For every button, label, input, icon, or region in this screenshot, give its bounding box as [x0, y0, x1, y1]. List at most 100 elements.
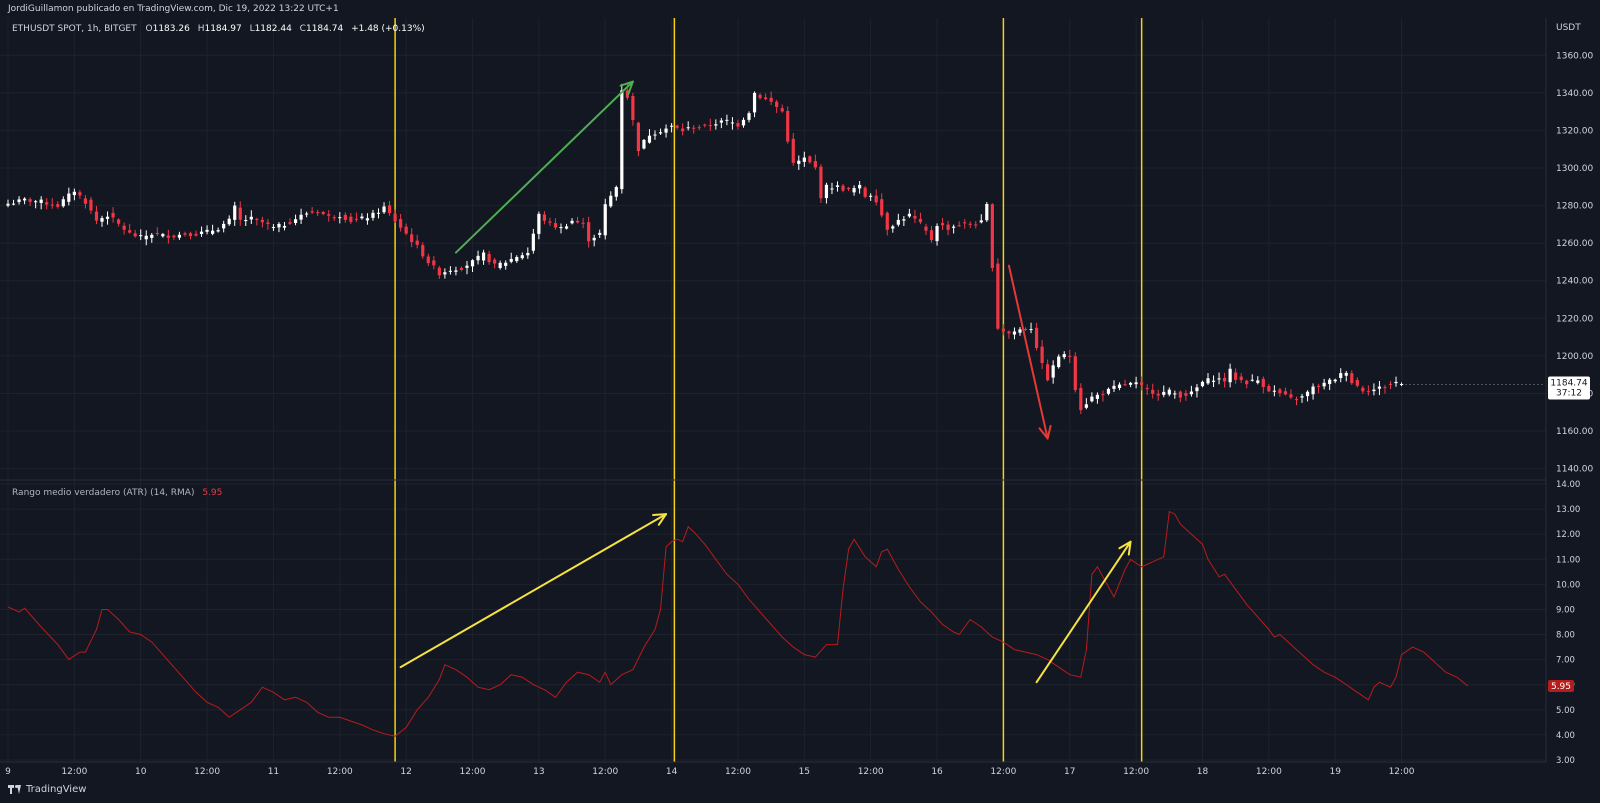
candle-body — [570, 220, 574, 224]
candle-body — [11, 203, 16, 205]
candle-body — [1261, 378, 1265, 388]
price-tick-label: 1220.00 — [1556, 314, 1593, 324]
tradingview-logo[interactable]: TradingView — [8, 784, 86, 795]
time-tick-label: 9 — [5, 767, 11, 777]
candle-body — [692, 127, 696, 129]
candle-body — [1234, 372, 1238, 380]
candle-body — [150, 234, 154, 238]
candle-body — [1145, 388, 1149, 390]
annotation-arrow-head — [652, 513, 668, 526]
time-tick-label: 12:00 — [592, 767, 618, 777]
candle-body — [1189, 391, 1194, 395]
candle-body — [885, 212, 889, 230]
candle-body — [880, 199, 884, 216]
candle-body — [1090, 396, 1094, 402]
time-tick-label: 12:00 — [460, 767, 486, 777]
candle-body — [1339, 373, 1343, 378]
candle-body — [780, 108, 784, 112]
candle-body — [1117, 384, 1122, 389]
time-tick-label: 12:00 — [1256, 767, 1282, 777]
atr-line-group — [7, 510, 1469, 737]
candle-body — [852, 188, 856, 193]
candle-body — [1328, 379, 1332, 385]
candle-body — [1283, 391, 1288, 395]
candle-body — [1195, 387, 1199, 392]
candle-body — [387, 205, 392, 214]
candle-body — [299, 214, 303, 220]
candle-body — [393, 213, 397, 222]
price-tick-label: 1260.00 — [1556, 239, 1593, 249]
candle-body — [1062, 354, 1066, 358]
candle-body — [548, 221, 552, 223]
time-tick-label: 12:00 — [194, 767, 220, 777]
candle-body — [1178, 391, 1182, 398]
currency-label: USDT — [1556, 23, 1581, 33]
candle-body — [111, 212, 115, 218]
candle-body — [1399, 384, 1404, 386]
candle-body — [1272, 390, 1276, 392]
candle-body — [105, 216, 110, 219]
candle-body — [1322, 382, 1326, 387]
candle-body — [343, 214, 347, 221]
candle-body — [282, 225, 287, 228]
time-tick-label: 13 — [533, 767, 544, 777]
candle-body — [45, 202, 49, 205]
chart-canvas[interactable]: USDT 1360.00 1340.00 1320.00 1300.00 1280.00… — [0, 18, 1600, 780]
candle-body — [940, 223, 945, 226]
candle-body — [188, 233, 193, 237]
time-tick-label: 11 — [268, 767, 279, 777]
candle-body — [316, 212, 320, 214]
candle-body — [564, 226, 569, 229]
candle-body — [255, 219, 259, 221]
candle-body — [769, 97, 773, 102]
candle-body — [1156, 393, 1160, 396]
candle-body — [1333, 379, 1337, 382]
candle-body — [1372, 389, 1376, 392]
time-tick-label: 19 — [1329, 767, 1341, 777]
candle-body — [1134, 382, 1138, 385]
candle-body — [1173, 393, 1177, 395]
candle-body — [1300, 396, 1304, 398]
candle-body — [647, 135, 652, 143]
candle-body — [443, 272, 447, 275]
last-price-badge: 1184.74 37:12 — [1548, 376, 1590, 400]
candle-body — [675, 125, 679, 128]
candle-body — [1377, 386, 1382, 389]
brand-label: TradingView — [26, 784, 87, 795]
candle-body — [1001, 328, 1005, 332]
candle-body — [293, 219, 298, 224]
candle-body — [476, 255, 480, 261]
candle-body — [155, 233, 159, 235]
time-tick-label: 17 — [1064, 767, 1075, 777]
candle-body — [266, 222, 270, 224]
candle-body — [575, 220, 580, 223]
candle-body — [1079, 387, 1083, 411]
high-label: H — [198, 24, 205, 34]
time-tick-label: 14 — [666, 767, 678, 777]
price-candles — [6, 83, 1546, 414]
candle-body — [592, 237, 596, 241]
candle-body — [658, 132, 663, 134]
candle-body — [1057, 356, 1061, 368]
atr-tick-label: 10.00 — [1556, 580, 1580, 590]
annotation-arrow-head — [1038, 424, 1052, 440]
candle-body — [996, 263, 1000, 329]
annotation-arrow-shaft — [454, 80, 634, 254]
candle-body — [1012, 331, 1017, 335]
candle-body — [327, 214, 331, 216]
atr-tick-label: 5.00 — [1556, 706, 1575, 716]
candle-body — [133, 233, 137, 237]
annotation-arrow-shaft — [399, 513, 668, 669]
candle-body — [1095, 394, 1100, 399]
atr-tick-label: 12.00 — [1556, 530, 1580, 540]
candle-body — [504, 262, 508, 266]
candle-body — [752, 92, 757, 113]
candle-body — [487, 253, 491, 263]
candle-body — [1151, 389, 1155, 394]
open-label: O — [146, 24, 153, 34]
atr-tick-label: 11.00 — [1556, 555, 1580, 565]
time-tick-label: 12:00 — [858, 767, 884, 777]
candle-body — [349, 216, 353, 222]
candle-body — [614, 187, 618, 197]
candle-body — [1278, 389, 1282, 394]
